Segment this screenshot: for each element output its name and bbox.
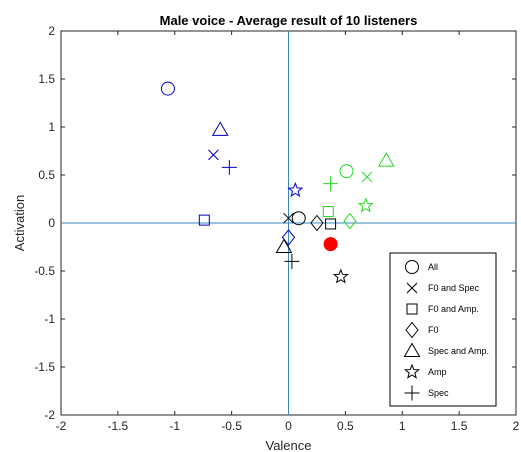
legend-box [389,252,497,407]
y-tick-label: 0 [48,216,55,230]
filled-circle-marker [323,237,338,252]
series-3 [323,237,338,252]
y-tick-label: -2 [44,408,55,422]
legend: All F0 and Spec F0 and Amp. F0 Spec and Amp.… [389,252,497,407]
x-tick-label: 2 [513,419,520,433]
reference-lines [61,31,516,415]
square-marker [198,214,210,226]
x-tick-label: -2 [56,419,67,433]
circle-marker [339,164,354,179]
y-axis-label: Activation [12,195,27,251]
legend-label: Amp [428,367,447,377]
square-marker [406,303,418,315]
x-tick-label: 0.5 [337,419,354,433]
legend-entry: Amp [404,363,447,379]
y-tick-label: -1 [44,312,55,326]
legend-label: F0 and Amp. [428,304,479,314]
square-marker [325,218,337,230]
axes: -2 -1.5 -1 -0.5 0 0.5 1 1.5 2 -2 -1.5 -1 -0.5 0 0.5 1 1.… [34,24,519,433]
x-tick-label: -0.5 [221,419,242,433]
y-tick-label: 1.5 [38,72,55,86]
triangle-marker [377,152,395,167]
diamond-marker [343,212,357,230]
legend-entry: F0 and Amp. [406,303,479,315]
y-tick-label: 1 [48,120,55,134]
y-tick-label: 0.5 [38,168,55,182]
plus-marker [404,385,420,401]
x-tick-label: 0 [285,419,292,433]
legend-label: All [428,262,438,272]
star-marker [357,197,374,213]
y-tick-label: 2 [48,24,55,38]
x-marker [208,149,219,161]
y-tick-label: -0.5 [34,264,55,278]
x-tick-label: 1.5 [451,419,468,433]
circle-marker [291,211,306,226]
square-marker [322,205,334,217]
plus-marker [323,176,339,192]
plus-marker [284,253,300,269]
triangle-marker [403,342,421,357]
series-2 [322,152,395,230]
legend-entry: Spec [404,385,449,401]
legend-label: Spec [428,388,449,398]
data-points [160,81,395,284]
x-tick-label: -1.5 [108,419,129,433]
star-marker [332,268,349,284]
x-tick-label: -1 [169,419,180,433]
triangle-marker [211,121,229,136]
legend-label: F0 [428,325,439,335]
triangle-marker [275,238,293,253]
series-1 [275,211,349,284]
chart-title: Male voice - Average result of 10 listen… [160,13,418,28]
legend-label: F0 and Spec [428,283,480,293]
x-marker [361,171,373,183]
x-marker [283,212,294,224]
x-tick-label: 1 [399,419,406,433]
legend-entry: Spec and Amp. [403,342,489,357]
circle-marker [160,81,175,96]
series-0 [160,81,304,246]
diamond-marker [405,321,419,339]
star-marker [287,181,304,198]
legend-label: Spec and Amp. [428,346,489,356]
legend-entry: F0 [405,321,439,339]
y-tick-label: -1.5 [34,360,55,374]
star-marker [404,363,420,379]
circle-marker [405,260,419,274]
legend-entry: F0 and Spec [406,282,480,294]
diamond-marker [310,214,324,232]
legend-entry: All [405,260,438,274]
x-marker [406,282,418,294]
diamond-marker [281,229,296,246]
plus-marker [221,159,237,175]
x-axis-label: Valence [265,438,311,452]
